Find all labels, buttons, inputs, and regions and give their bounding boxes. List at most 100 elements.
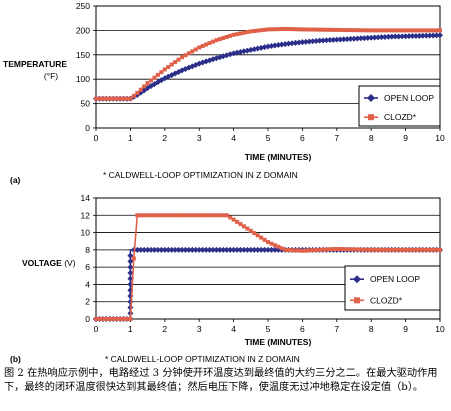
- series-marker-2: [269, 27, 274, 32]
- series-marker-1: [292, 39, 299, 46]
- x-tick-label: 6: [300, 324, 305, 334]
- series-marker-1: [430, 32, 437, 39]
- series-marker-2: [310, 248, 315, 253]
- series-marker-2: [176, 57, 181, 62]
- series-marker-2: [241, 30, 246, 35]
- series-marker-2: [173, 60, 178, 65]
- series-marker-2: [379, 247, 384, 252]
- series-marker-2: [176, 213, 181, 218]
- series-marker-2: [321, 247, 326, 252]
- series-marker-2: [145, 213, 150, 218]
- x-tick-label: 6: [300, 133, 305, 143]
- series-marker-2: [438, 247, 442, 252]
- series-marker-1: [313, 37, 320, 44]
- series-marker-2: [314, 248, 319, 253]
- series-marker-2: [393, 28, 398, 33]
- series-marker-1: [268, 246, 275, 253]
- legend-label: OPEN LOOP: [384, 93, 434, 103]
- series-marker-2: [114, 96, 119, 101]
- series-marker-1: [399, 33, 406, 40]
- series-marker-1: [306, 38, 313, 45]
- series-marker-1: [185, 246, 192, 253]
- series-marker-2: [334, 27, 339, 32]
- series-marker-2: [166, 65, 171, 69]
- series-marker-2: [372, 247, 377, 252]
- series-marker-1: [237, 246, 244, 253]
- y-tick-label: 10: [81, 228, 91, 238]
- series-marker-1: [437, 32, 443, 39]
- series-marker-2: [410, 247, 415, 252]
- series-marker-2: [145, 81, 150, 86]
- series-marker-1: [175, 246, 182, 253]
- x-tick-label: 0: [94, 133, 99, 143]
- series-marker-1: [179, 246, 185, 253]
- series-marker-2: [235, 219, 240, 224]
- series-marker-1: [144, 246, 151, 253]
- series-marker-2: [107, 317, 112, 321]
- series-marker-2: [169, 62, 174, 67]
- series-marker-2: [162, 67, 167, 72]
- series-marker-1: [392, 33, 399, 40]
- series-marker-2: [321, 27, 326, 32]
- series-marker-2: [427, 247, 432, 252]
- series-marker-2: [245, 30, 250, 35]
- series-marker-2: [327, 247, 332, 252]
- x-tick-label: 4: [231, 324, 236, 334]
- series-marker-1: [261, 246, 268, 253]
- series-marker-1: [172, 246, 179, 253]
- y-tick-label: 8: [85, 245, 90, 255]
- series-marker-2: [186, 213, 191, 218]
- series-marker-2: [183, 213, 188, 218]
- series-marker-2: [279, 27, 284, 32]
- series-marker-2: [166, 213, 171, 218]
- y-tick-label: 250: [76, 1, 90, 11]
- series-marker-2: [379, 28, 384, 33]
- legend-label: OPEN LOOP: [370, 274, 420, 284]
- series-marker-2: [334, 246, 339, 251]
- series-marker-1: [199, 246, 206, 253]
- series-marker-1: [251, 246, 258, 253]
- series-marker-2: [235, 32, 240, 37]
- series-marker-2: [307, 27, 312, 32]
- y-tick-label: 0: [85, 314, 90, 324]
- series-marker-2: [238, 31, 243, 36]
- series-marker-2: [386, 28, 391, 33]
- series-marker-2: [121, 96, 126, 101]
- series-marker-2: [204, 213, 209, 218]
- legend-marker: [368, 114, 374, 121]
- series-marker-2: [104, 96, 109, 101]
- series-marker-2: [180, 55, 184, 60]
- series-marker-2: [173, 213, 178, 218]
- series-marker-2: [114, 317, 119, 321]
- series-marker-2: [413, 28, 418, 33]
- series-marker-2: [100, 96, 105, 101]
- series-marker-1: [282, 41, 289, 48]
- legend-marker: [353, 275, 361, 284]
- series-marker-2: [207, 213, 212, 218]
- series-marker-2: [197, 213, 202, 218]
- series-marker-2: [303, 248, 308, 253]
- series-marker-2: [369, 28, 374, 33]
- series-marker-2: [245, 226, 250, 231]
- series-marker-2: [303, 27, 308, 32]
- series-marker-2: [142, 213, 147, 218]
- x-tick-label: 3: [197, 324, 202, 334]
- series-marker-1: [216, 246, 223, 253]
- series-marker-1: [316, 37, 323, 44]
- series-marker-2: [283, 247, 288, 252]
- y-tick-label: 6: [85, 262, 90, 272]
- series-marker-2: [104, 317, 109, 321]
- series-marker-1: [134, 246, 141, 253]
- x-tick-label: 0: [94, 324, 99, 334]
- series-marker-1: [388, 33, 395, 40]
- x-tick-label: 7: [334, 324, 339, 334]
- series-marker-1: [158, 246, 165, 253]
- series-marker-2: [410, 28, 415, 33]
- legend-box: [344, 265, 441, 311]
- y-tick-label: 14: [81, 193, 91, 203]
- series-marker-2: [94, 317, 98, 321]
- series-marker-2: [424, 247, 429, 252]
- series-marker-2: [272, 27, 277, 32]
